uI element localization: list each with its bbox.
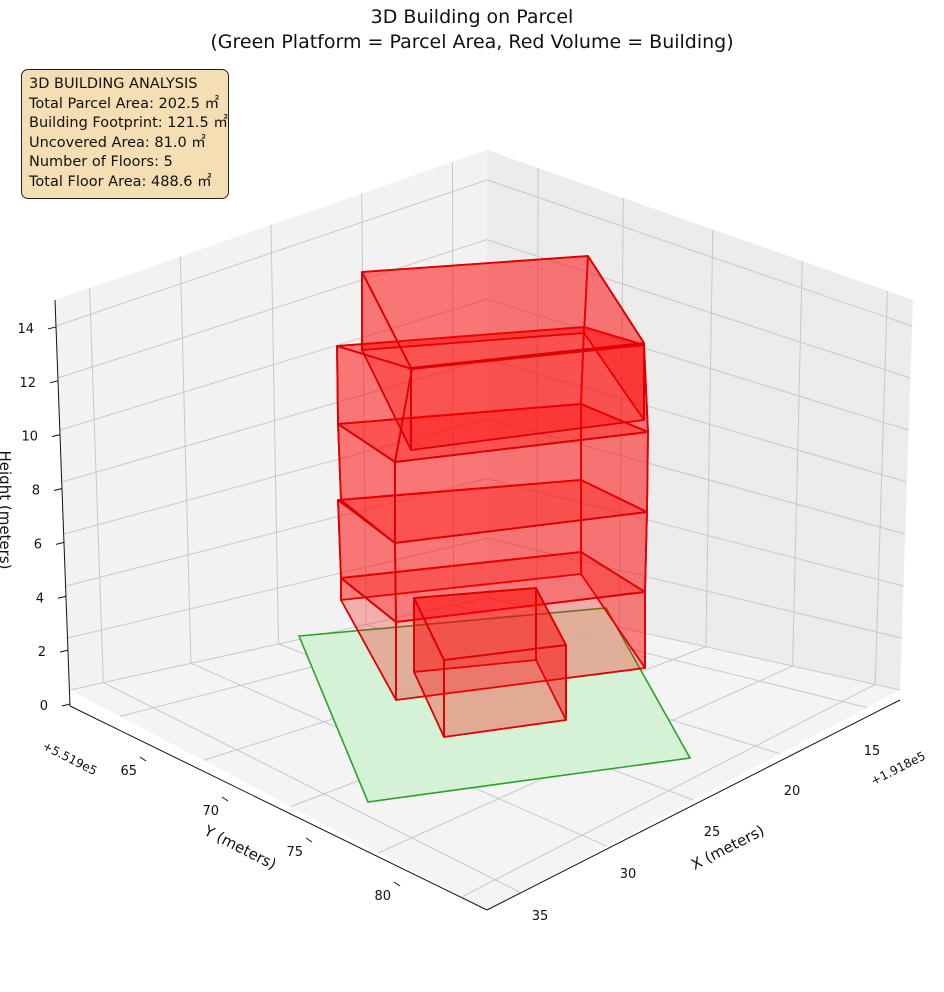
- info-line-footprint: Building Footprint: 121.5 ㎡: [29, 115, 228, 132]
- building-analysis-box: 3D BUILDING ANALYSIS Total Parcel Area: …: [21, 69, 229, 199]
- building-annex-face: [413, 587, 567, 661]
- grid-line-z: [55, 179, 913, 327]
- pane-left-wall: [55, 150, 487, 690]
- grid-line-y: [378, 260, 803, 854]
- z-axis-label: Height (meters): [0, 451, 14, 570]
- y-tick-label: 65: [120, 764, 137, 779]
- z-tick: [59, 649, 69, 653]
- building-volume: [336, 255, 649, 738]
- z-tick-label: 6: [34, 537, 42, 552]
- info-heading: 3D BUILDING ANALYSIS: [29, 76, 198, 92]
- grid-line-z: [63, 418, 906, 535]
- grid-line-x: [89, 287, 521, 893]
- z-tick: [47, 326, 57, 330]
- info-line-uncovered: Uncovered Area: 81.0 ㎡: [29, 134, 206, 151]
- z-tick: [61, 703, 71, 707]
- z-tick-label: 4: [36, 591, 44, 606]
- info-line-floor-area: Total Floor Area: 488.6 ㎡: [29, 173, 212, 190]
- axis-ticks: 0 2 4 6 8 10 12 14 65 70 75 80 15 20 25 30 35: [17, 322, 880, 924]
- info-line-parcel-area: Total Parcel Area: 202.5 ㎡: [29, 95, 220, 112]
- y-tick: [393, 881, 401, 887]
- y-axis-label: Y (meters): [200, 821, 279, 873]
- y-tick: [305, 837, 313, 843]
- grid-line-z: [69, 597, 901, 691]
- z-tick: [49, 380, 59, 384]
- grid-line-z: [67, 537, 902, 639]
- z-tick-label: 14: [17, 322, 34, 337]
- x-axis-label: X (meters): [688, 821, 767, 873]
- grid-line-z: [57, 239, 911, 379]
- z-tick-label: 8: [32, 484, 40, 499]
- grid-line-z: [65, 478, 904, 587]
- y-tick-label: 70: [202, 804, 219, 819]
- grid-line-z: [59, 298, 909, 431]
- y-tick: [221, 796, 229, 802]
- chart-title: 3D Building on Parcel: [370, 6, 574, 28]
- z-tick-label: 2: [38, 645, 46, 660]
- z-tick: [55, 541, 65, 545]
- z-tick: [51, 434, 61, 438]
- y-tick-label: 75: [286, 845, 303, 860]
- grid-line-x: [451, 161, 868, 709]
- building-floor-4-face: [361, 255, 645, 369]
- x-tick-label: 30: [620, 867, 637, 882]
- x-tick-label: 15: [864, 744, 881, 759]
- z-tick: [57, 595, 67, 599]
- y-offset-label: +5.519e5: [40, 739, 99, 778]
- x-tick-label: 20: [784, 784, 801, 799]
- z-tick: [53, 488, 63, 492]
- info-line-floors: Number of Floors: 5: [29, 154, 173, 171]
- building-annex-face: [443, 644, 567, 738]
- x-axis-line: [486, 699, 901, 911]
- chart-subtitle: (Green Platform = Parcel Area, Red Volum…: [210, 31, 734, 53]
- y-tick-label: 80: [374, 889, 391, 904]
- y-tick: [139, 756, 147, 762]
- z-tick-label: 10: [21, 430, 38, 445]
- x-tick-label: 35: [532, 909, 549, 924]
- z-axis-line: [54, 299, 71, 707]
- y-axis-line: [69, 705, 488, 911]
- z-tick-label: 0: [40, 699, 48, 714]
- pane-right-wall: [487, 150, 913, 690]
- z-tick-label: 12: [19, 376, 36, 391]
- grid-line-y: [461, 290, 888, 898]
- x-tick-label: 25: [704, 825, 721, 840]
